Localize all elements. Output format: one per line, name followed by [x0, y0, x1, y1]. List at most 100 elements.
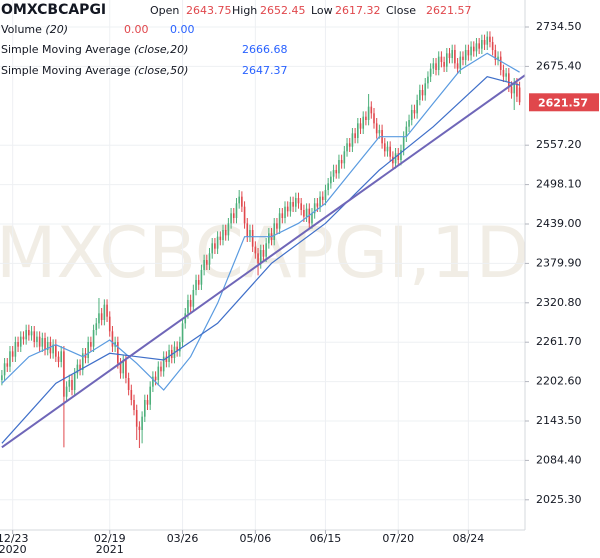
quote-value: 2643.75	[186, 4, 232, 17]
candle-body	[405, 126, 408, 137]
quote-value: 2617.32	[335, 4, 381, 17]
legend-value: 2647.37	[242, 64, 288, 77]
candle-body	[294, 198, 297, 207]
candle-body	[427, 76, 429, 84]
candle-body	[127, 378, 130, 390]
candle-body	[60, 351, 63, 362]
candle-body	[429, 68, 432, 77]
candle-body	[76, 364, 79, 374]
volume-name: Volume	[1, 23, 42, 36]
axis-background	[0, 530, 525, 558]
candle-body	[332, 170, 335, 177]
candle-body	[254, 246, 257, 254]
candle-body	[154, 376, 157, 380]
candle-body	[432, 63, 435, 69]
candle-body	[375, 123, 378, 134]
y-tick-label: 2202.60	[536, 375, 582, 388]
candle-body	[348, 143, 351, 147]
candle-body	[338, 160, 340, 174]
x-tick-label: 03/26	[167, 532, 199, 545]
candle-body	[278, 213, 281, 229]
candle-body	[491, 42, 494, 50]
candle-body	[211, 243, 214, 254]
candle-body	[497, 56, 499, 60]
candle-body	[478, 43, 480, 49]
candle-body	[518, 87, 521, 103]
candle-body	[14, 342, 17, 357]
candle-body	[459, 56, 462, 69]
candle-body	[370, 106, 373, 114]
candle-body	[243, 206, 246, 224]
candle-body	[46, 342, 49, 350]
y-tick-label: 2557.20	[536, 138, 582, 151]
x-tick-label: 12/23	[0, 532, 29, 545]
legend-value: 2666.68	[242, 43, 288, 56]
candle-body	[179, 342, 181, 352]
candle-body	[73, 373, 76, 390]
candle-body	[160, 366, 162, 372]
candle-body	[6, 363, 9, 367]
candle-body	[146, 400, 149, 405]
candle-body	[28, 330, 30, 336]
watermark: MXCBCAPGI,1D	[0, 212, 529, 294]
candle-body	[189, 300, 192, 307]
candle-body	[3, 363, 6, 376]
candle-body	[321, 196, 324, 200]
candle-body	[1, 375, 3, 380]
candle-body	[222, 230, 224, 240]
candle-body	[410, 110, 413, 120]
candle-body	[249, 230, 251, 237]
candle-body	[435, 63, 437, 70]
y-tick-label: 2675.40	[536, 59, 582, 72]
candle-body	[192, 290, 195, 307]
candle-body	[343, 151, 346, 164]
candle-body	[481, 40, 483, 49]
candle-body	[36, 336, 38, 342]
candle-body	[394, 153, 397, 164]
y-tick-label: 2498.10	[536, 178, 582, 191]
x-tick-label: 07/20	[382, 532, 414, 545]
quote-value: 2652.45	[260, 4, 306, 17]
candle-body	[367, 106, 370, 120]
candle-body	[440, 56, 443, 62]
candle-body	[224, 230, 227, 236]
candle-body	[419, 90, 421, 100]
candle-body	[513, 83, 516, 94]
candle-body	[95, 323, 98, 330]
candle-body	[117, 342, 119, 364]
x-year-label: 2021	[96, 543, 124, 556]
candle-body	[362, 116, 365, 129]
candle-body	[206, 260, 208, 265]
quote-label: Close	[386, 4, 416, 17]
x-tick-label: 02/19	[94, 532, 126, 545]
quote-label: Open	[150, 4, 179, 17]
candle-body	[25, 330, 27, 340]
trend-line	[1, 72, 529, 449]
candle-body	[316, 203, 319, 207]
legend-params: (close,20)	[134, 43, 188, 56]
candle-body	[251, 230, 254, 247]
candle-body	[505, 73, 507, 77]
candle-body	[451, 50, 454, 58]
x-tick-label: 05/06	[240, 532, 272, 545]
candle-body	[300, 203, 303, 210]
candle-body	[437, 56, 440, 70]
candle-body	[483, 40, 486, 45]
candle-body	[216, 236, 219, 249]
candle-body	[241, 196, 243, 207]
y-tick-label: 2320.80	[536, 296, 582, 309]
candle-body	[467, 50, 470, 56]
moving-average-line	[1, 52, 520, 391]
symbol: OMXCBCAPGI	[1, 2, 106, 18]
candle-body	[119, 363, 122, 374]
candle-body	[305, 208, 308, 217]
candle-body	[184, 313, 187, 324]
quote-label: High	[232, 4, 257, 17]
candle-body	[246, 223, 249, 237]
candle-body	[475, 43, 478, 52]
candle-body	[499, 56, 502, 70]
quote-value: 2621.57	[426, 4, 472, 17]
volume-value: 0.00	[124, 23, 149, 36]
candle-body	[502, 70, 505, 77]
quote-label: Low	[311, 4, 333, 17]
